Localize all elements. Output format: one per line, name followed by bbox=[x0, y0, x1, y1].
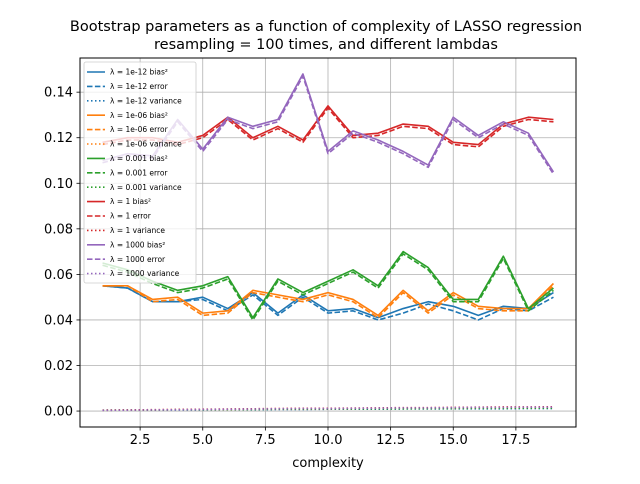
legend-entry-label: λ = 1 variance bbox=[110, 226, 165, 235]
y-tick-label: 0.06 bbox=[44, 268, 73, 283]
legend: λ = 1e-12 bias² λ = 1e-12 error λ = 1e-12 … bbox=[83, 61, 197, 284]
legend-entry-label: λ = 1 bias² bbox=[110, 197, 151, 206]
series-line bbox=[102, 284, 554, 319]
y-tick-label: 0.12 bbox=[44, 131, 73, 146]
x-axis-label: complexity bbox=[292, 456, 364, 471]
legend-entry-label: λ = 1000 error bbox=[110, 255, 166, 264]
y-tick-label: 0.14 bbox=[44, 86, 73, 101]
legend-entry-label: λ = 1e-12 bias² bbox=[110, 68, 168, 77]
series-line bbox=[102, 406, 554, 412]
legend-entry-label: λ = 1e-12 error bbox=[110, 82, 169, 91]
legend-entry-label: λ = 1000 bias² bbox=[110, 240, 165, 249]
legend-entry-label: λ = 1e-06 variance bbox=[110, 140, 182, 149]
x-tick-label: 12.5 bbox=[376, 433, 405, 448]
legend-frame bbox=[83, 61, 197, 284]
legend-entry-label: λ = 1 error bbox=[110, 212, 152, 221]
legend-entry-label: λ = 1e-06 error bbox=[110, 125, 169, 134]
x-tick-label: 5.0 bbox=[192, 433, 213, 448]
legend-entry-label: λ = 1e-06 bias² bbox=[110, 111, 168, 120]
legend-entry-label: λ = 1e-12 variance bbox=[110, 96, 182, 105]
x-tick-label: 7.5 bbox=[255, 433, 276, 448]
y-tick-label: 0.02 bbox=[44, 359, 73, 374]
legend-entry-label: λ = 0.001 bias² bbox=[110, 154, 168, 163]
x-tick-label: 10.0 bbox=[314, 433, 343, 448]
legend-entry-label: λ = 1000 variance bbox=[110, 269, 180, 278]
legend-entry-label: λ = 0.001 error bbox=[110, 168, 168, 177]
series-line bbox=[102, 284, 555, 319]
axes: 2.5 5.0 7.5 10.0 12.5 15.0 17.5 0.00 0.02 0.04 0.0… bbox=[44, 86, 530, 448]
chart-subtitle: resampling = 100 times, and different la… bbox=[154, 37, 498, 53]
y-tick-label: 0.04 bbox=[44, 313, 73, 328]
chart-title: Bootstrap parameters as a function of co… bbox=[70, 19, 582, 35]
series-line bbox=[102, 253, 554, 321]
legend-entry-label: λ = 0.001 variance bbox=[110, 183, 182, 192]
series-line bbox=[102, 250, 554, 319]
series-line bbox=[102, 284, 554, 321]
y-tick-label: 0.10 bbox=[44, 177, 73, 192]
x-tick-label: 17.5 bbox=[501, 433, 530, 448]
x-tick-label: 15.0 bbox=[439, 433, 468, 448]
y-tick-label: 0.08 bbox=[44, 222, 73, 237]
series-line bbox=[102, 282, 555, 317]
y-tick-label: 0.00 bbox=[44, 405, 73, 420]
x-tick-label: 2.5 bbox=[130, 433, 151, 448]
